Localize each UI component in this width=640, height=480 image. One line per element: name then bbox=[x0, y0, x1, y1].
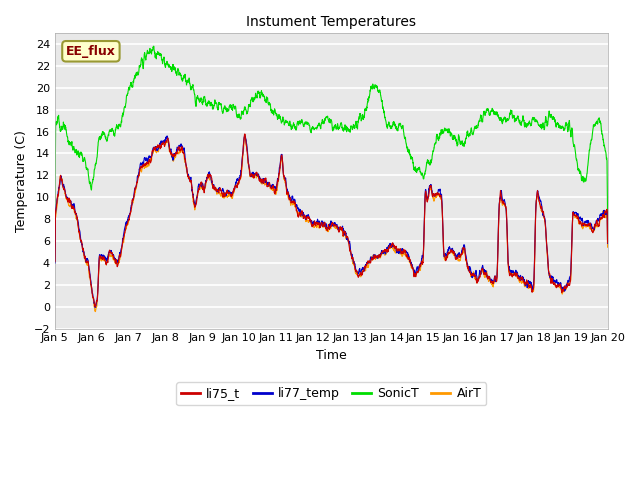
Legend: li75_t, li77_temp, SonicT, AirT: li75_t, li77_temp, SonicT, AirT bbox=[176, 382, 486, 405]
X-axis label: Time: Time bbox=[316, 349, 347, 362]
Y-axis label: Temperature (C): Temperature (C) bbox=[15, 130, 28, 232]
Title: Instument Temperatures: Instument Temperatures bbox=[246, 15, 416, 29]
Text: EE_flux: EE_flux bbox=[66, 45, 116, 58]
